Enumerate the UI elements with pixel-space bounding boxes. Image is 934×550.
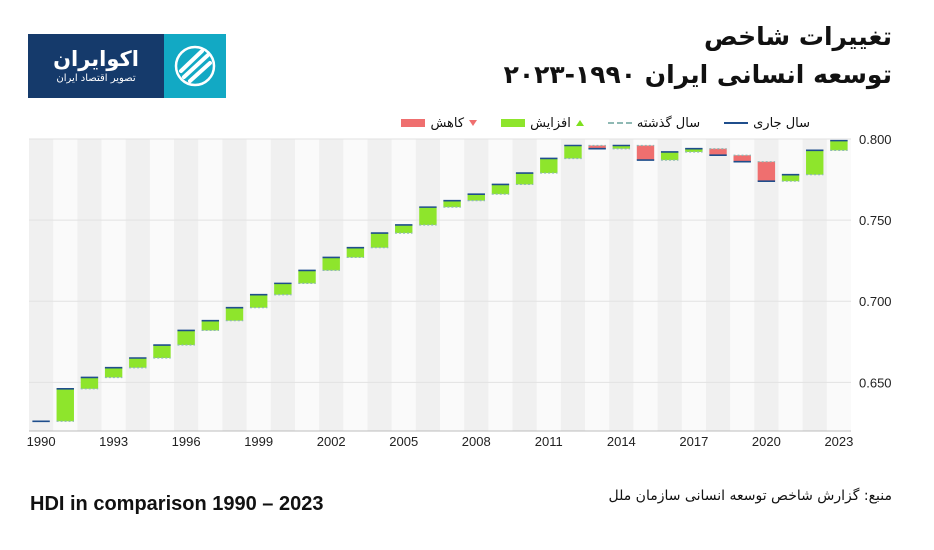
chart-source: منبع: گزارش شاخص توسعه انسانی سازمان ملل — [608, 488, 892, 504]
x-tick-label: 2005 — [389, 434, 418, 449]
year-band — [754, 139, 779, 431]
decrease-swatch — [401, 119, 426, 127]
increase-bar — [346, 247, 365, 258]
x-tick-label: 2011 — [535, 434, 563, 449]
year-band — [609, 139, 634, 431]
legend-label-decrease: کاهش — [430, 115, 465, 131]
year-band — [125, 139, 150, 431]
increase-bar — [153, 345, 171, 358]
chart-subtitle-en: HDI in comparison 1990 – 2023 — [30, 493, 324, 515]
current-year-line-swatch — [724, 122, 749, 124]
logo-tagline: تصویر اقتصاد ایران — [56, 73, 136, 84]
increase-bar — [564, 145, 582, 159]
increase-bar — [467, 194, 485, 201]
increase-bar — [56, 388, 74, 422]
year-band — [367, 139, 392, 431]
increase-bar — [540, 158, 558, 174]
year-band — [222, 139, 247, 431]
increase-bar — [612, 145, 631, 149]
legend-item-current: سال جاری — [724, 116, 810, 131]
increase-bar — [781, 174, 800, 182]
y-tick-label: 0.650 — [859, 375, 892, 390]
year-band — [802, 139, 827, 431]
increase-bar — [177, 330, 195, 346]
logo-name: اکوایران — [53, 47, 139, 71]
decrease-bar — [588, 145, 606, 149]
increase-bar — [491, 184, 510, 195]
y-tick-label: 0.750 — [859, 213, 892, 228]
year-band — [705, 139, 731, 431]
chart-title: تغییرات شاخص توسعه انسانی ایران ۱۹۹۰-۲۰۲… — [504, 18, 892, 94]
y-tick-label: 0.700 — [859, 294, 892, 309]
x-tick-label: 2017 — [679, 434, 708, 449]
x-tick-label: 1990 — [27, 434, 56, 449]
increase-arrow-icon — [575, 120, 584, 126]
year-band — [657, 139, 682, 431]
increase-bar — [322, 257, 340, 271]
increase-bar — [830, 140, 848, 151]
legend-item-previous: سال گذشته — [607, 115, 701, 131]
legend-label-previous: سال گذشته — [636, 115, 701, 131]
year-band — [29, 139, 54, 431]
logo: اکوایران تصویر اقتصاد ایران — [28, 34, 226, 98]
x-tick-label: 2023 — [824, 434, 853, 449]
year-band — [319, 139, 344, 431]
x-tick-label: 2002 — [317, 434, 346, 449]
legend-label-increase: افزایش — [530, 115, 571, 131]
increase-bar — [443, 200, 461, 208]
increase-swatch — [501, 119, 526, 127]
increase-bar — [806, 150, 824, 175]
x-tick-label: 1999 — [244, 434, 273, 449]
increase-bar — [104, 367, 123, 378]
chart-title-line2: توسعه انسانی ایران ۱۹۹۰-۲۰۲۳ — [503, 60, 892, 89]
increase-bar — [685, 148, 703, 152]
decrease-bar — [636, 145, 655, 161]
increase-bar — [395, 224, 413, 234]
logo-text-block: اکوایران تصویر اقتصاد ایران — [28, 34, 164, 98]
increase-bar — [129, 358, 147, 368]
year-band — [464, 139, 489, 431]
y-tick-label: 0.800 — [859, 132, 892, 147]
legend-item-decrease: کاهش — [401, 115, 478, 131]
increase-bar — [274, 283, 292, 295]
decrease-bar — [757, 161, 776, 182]
chart-legend: سال جاری سال گذشته افزایش کاهش — [401, 113, 810, 133]
decrease-bar — [733, 155, 751, 162]
year-band — [174, 139, 199, 431]
year-band — [415, 139, 440, 431]
increase-bar — [370, 233, 389, 248]
ecoiran-mark-icon — [164, 34, 226, 98]
increase-bar — [249, 294, 268, 308]
increase-bar — [225, 307, 244, 321]
increase-bar — [515, 173, 534, 185]
legend-label-current: سال جاری — [753, 115, 810, 131]
increase-bar — [419, 207, 437, 225]
year-band — [560, 139, 586, 431]
x-tick-label: 2020 — [752, 434, 781, 449]
increase-bar — [660, 151, 679, 161]
x-tick-label: 1996 — [172, 434, 201, 449]
increase-bar — [201, 320, 220, 331]
legend-item-increase: افزایش — [501, 116, 584, 131]
previous-year-dash-swatch — [607, 122, 632, 124]
x-tick-label: 2008 — [462, 434, 491, 449]
x-tick-label: 2014 — [607, 434, 636, 449]
decrease-bar — [709, 148, 727, 156]
x-tick-label: 1993 — [99, 434, 128, 449]
increase-bar — [298, 270, 316, 284]
increase-bar — [80, 377, 99, 389]
chart-title-line1: تغییرات شاخص — [704, 22, 892, 51]
decrease-arrow-icon — [469, 120, 478, 126]
